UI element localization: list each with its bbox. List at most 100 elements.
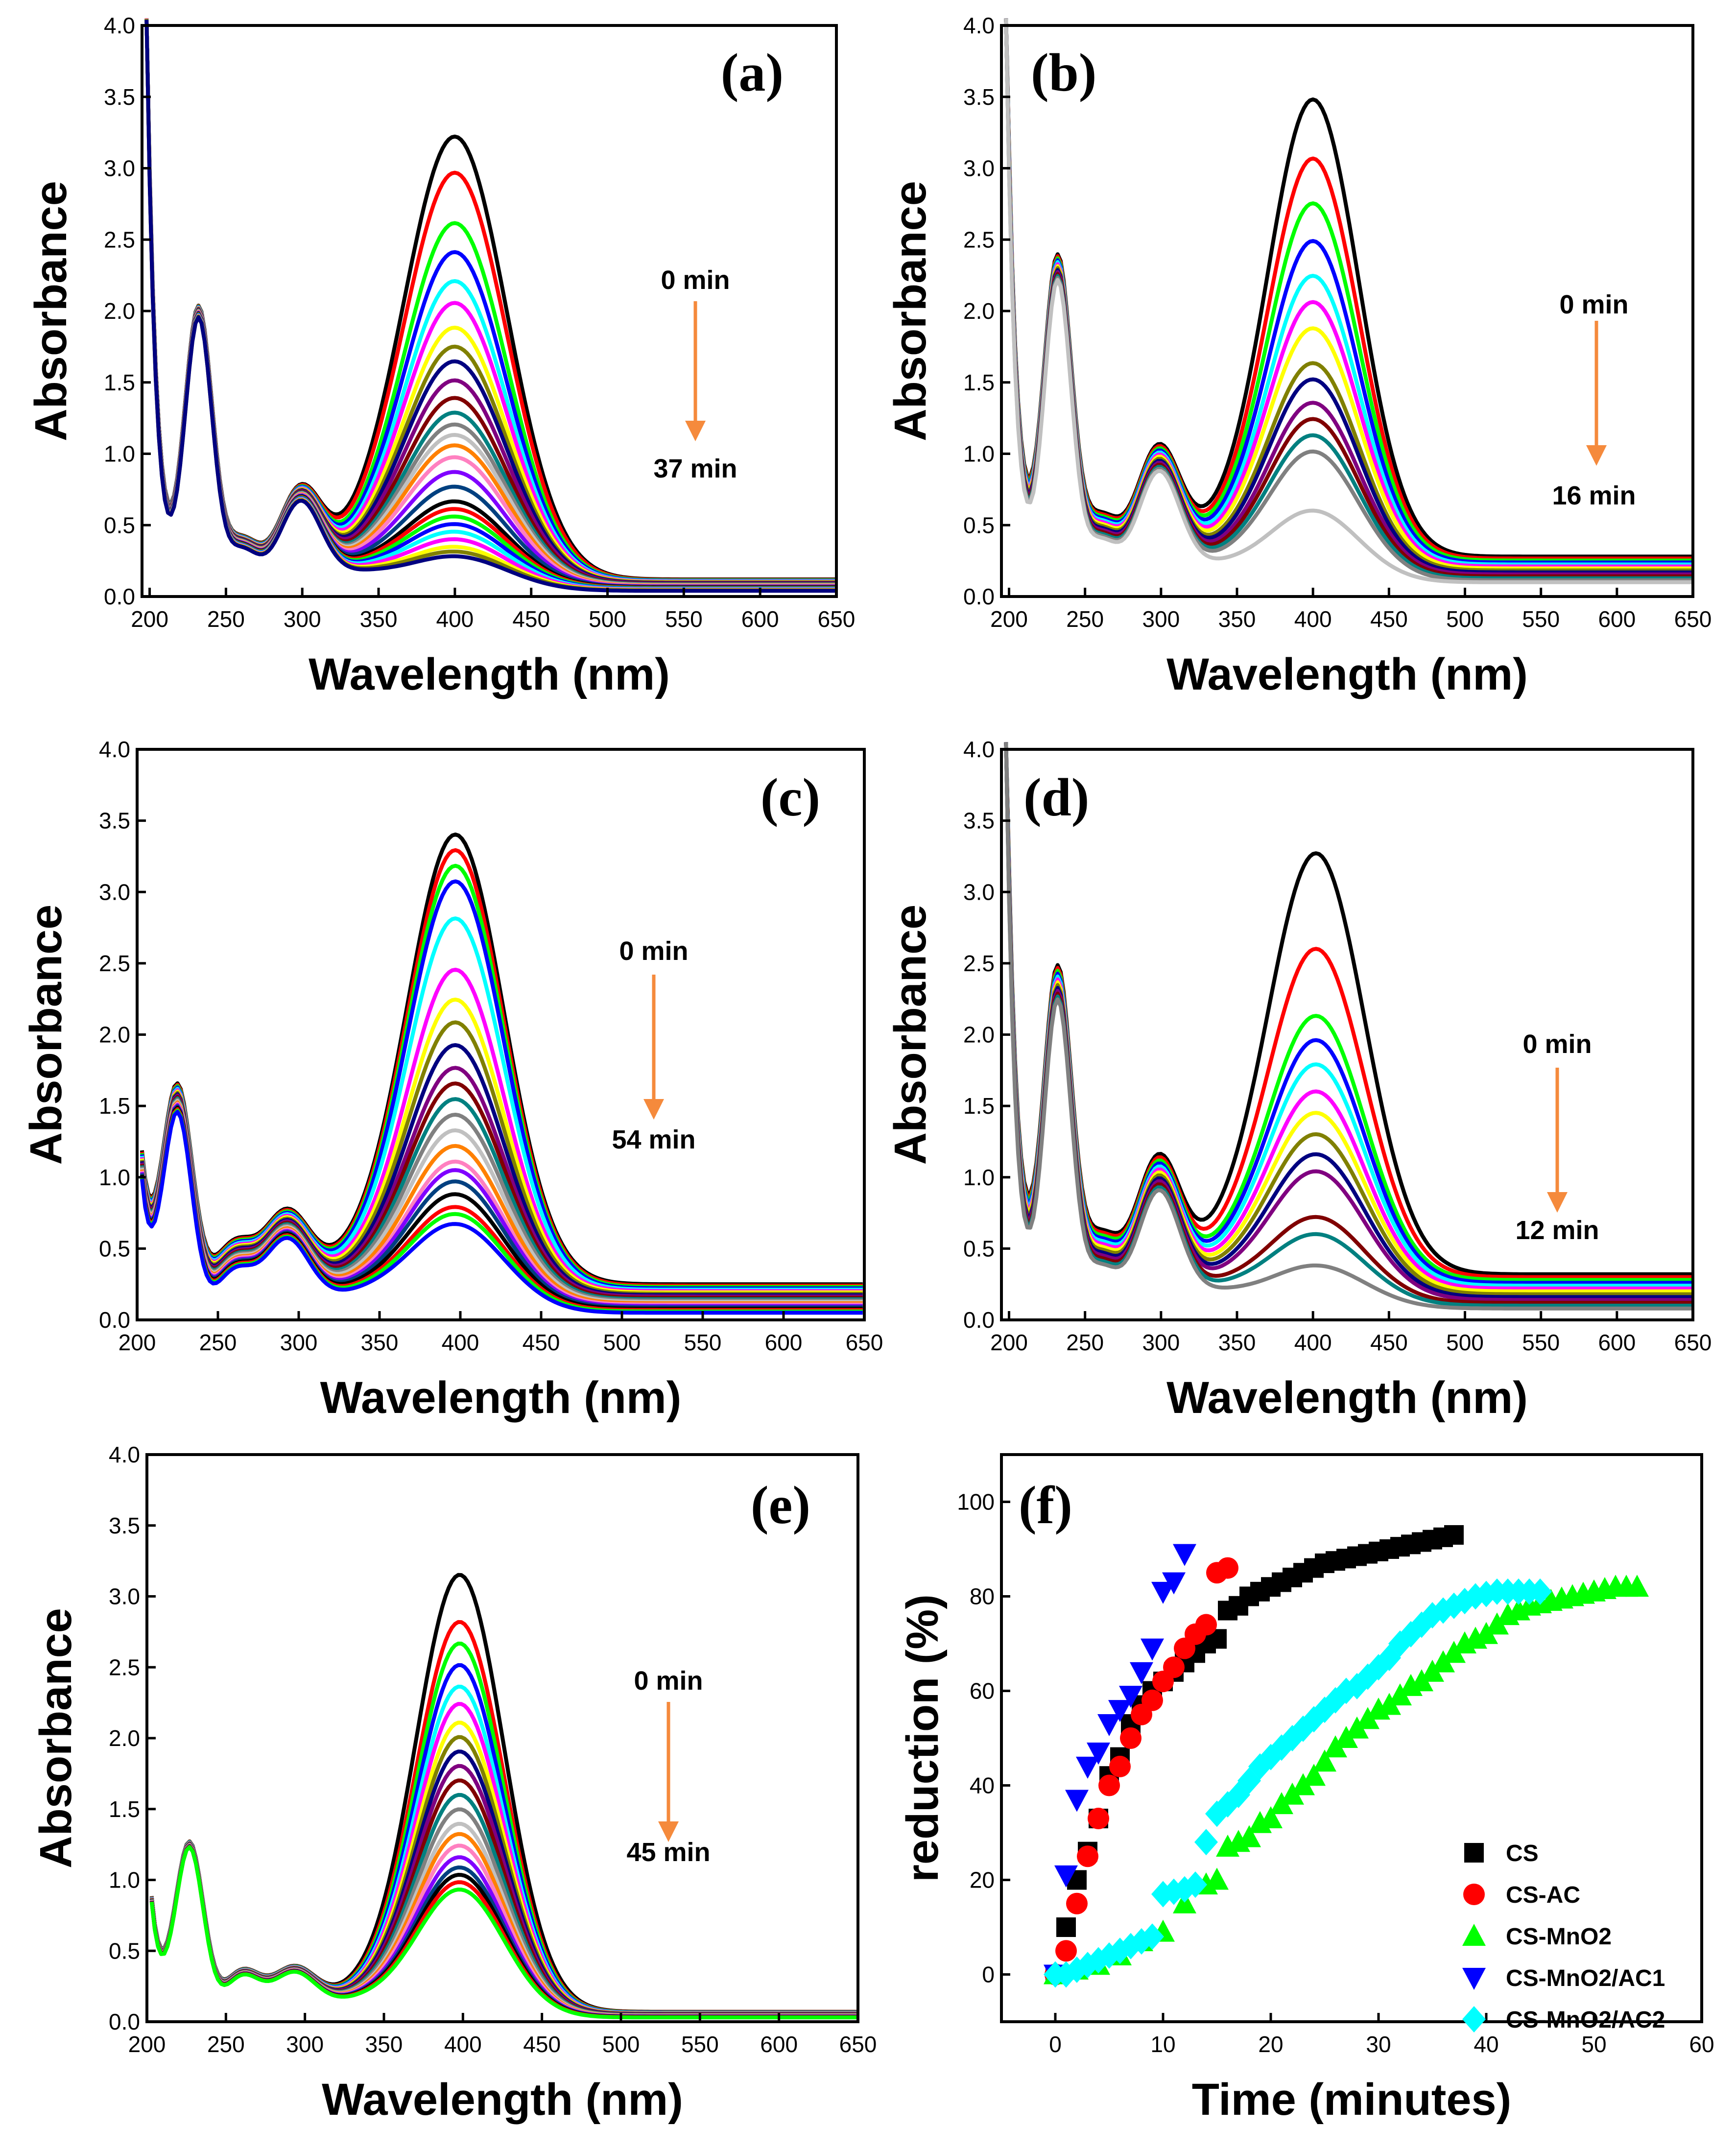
x-tick-label: 250 xyxy=(1066,606,1104,632)
data-point-cs-ac xyxy=(1098,1774,1120,1796)
y-tick-label: 0.0 xyxy=(963,1307,995,1333)
panel-b: 200 250 300 350 400 450 500 550 600 650 0.0 0.5 1.0 1… xyxy=(885,13,1712,699)
legend-label: CS-AC xyxy=(1506,1882,1580,1908)
y-tick-label: 1.0 xyxy=(963,441,995,467)
data-point-cs-mno2-ac2 xyxy=(1141,1923,1164,1950)
y-tick-label: 40 xyxy=(970,1773,995,1798)
x-tick-label: 200 xyxy=(128,2032,166,2057)
y-tick-label: 3.0 xyxy=(99,879,130,905)
data-point-cs-ac xyxy=(1141,1689,1163,1711)
legend-marker xyxy=(1462,1924,1486,1946)
y-tick-label: 0.0 xyxy=(99,1307,130,1333)
spectrum-curve-5 xyxy=(1004,742,1693,1288)
x-tick-label: 650 xyxy=(1674,1330,1712,1355)
y-tick-label: 4.0 xyxy=(963,737,995,762)
data-point-cs-ac xyxy=(1077,1845,1098,1867)
legend-marker-shape xyxy=(1462,1924,1486,1946)
x-tick-label: 300 xyxy=(286,2032,324,2057)
y-tick-label: 20 xyxy=(970,1867,995,1893)
y-tick-label: 2.5 xyxy=(99,951,130,976)
panel-label: (f) xyxy=(1019,1475,1072,1535)
x-tick-label: 600 xyxy=(765,1330,803,1355)
data-point-cs-mno2-ac2 xyxy=(1194,1829,1218,1856)
y-axis-label: Absorbance xyxy=(885,181,935,441)
x-tick-label: 40 xyxy=(1474,2032,1498,2057)
x-tick-label: 550 xyxy=(665,606,703,632)
x-axis-label: Time (minutes) xyxy=(1192,2075,1512,2125)
legend-marker-shape xyxy=(1462,2006,1486,2032)
panel-d: 200 250 300 350 400 450 500 550 600 650 0.0 0.5 1.0 1… xyxy=(885,737,1712,1423)
plot-frame xyxy=(1000,1453,1703,2023)
annotation-end: 45 min xyxy=(626,1838,710,1867)
x-tick-label: 450 xyxy=(1370,606,1408,632)
legend-marker xyxy=(1464,1843,1484,1863)
x-tick-label: 450 xyxy=(523,1330,560,1355)
legend-label: CS xyxy=(1506,1841,1539,1866)
x-tick-label: 450 xyxy=(512,606,550,632)
x-tick-label: 350 xyxy=(365,2032,403,2057)
spectra-curves xyxy=(144,18,836,593)
axis-ticks: 200 250 300 350 400 450 500 550 600 650 0.0 0.5 1.0 1… xyxy=(99,737,883,1355)
scatter-points xyxy=(1044,1525,1649,1988)
legend-item-cs-mno2-ac1: CS-MnO2/AC1 xyxy=(1462,1965,1665,1991)
spectrum-curve-27 xyxy=(144,19,836,593)
y-tick-label: 0.0 xyxy=(104,584,135,609)
y-tick-label: 0.5 xyxy=(963,512,995,538)
x-tick-label: 550 xyxy=(684,1330,722,1355)
x-tick-label: 500 xyxy=(1446,606,1484,632)
x-tick-label: 10 xyxy=(1150,2032,1175,2057)
x-tick-label: 250 xyxy=(207,2032,245,2057)
y-tick-label: 0.5 xyxy=(109,1938,140,1963)
plot-frame xyxy=(145,1453,859,2023)
spectrum-curve-22 xyxy=(140,1110,863,1315)
y-tick-label: 1.0 xyxy=(109,1867,140,1893)
x-tick-label: 550 xyxy=(1522,1330,1560,1355)
plot-frame xyxy=(136,748,866,1321)
spectrum-curve-6 xyxy=(1004,742,1693,1291)
y-tick-label: 2.0 xyxy=(99,1022,130,1048)
y-axis-label: reduction (%) xyxy=(898,1594,948,1882)
panel-label: (b) xyxy=(1031,43,1096,102)
y-tick-label: 2.0 xyxy=(104,298,135,324)
x-tick-label: 200 xyxy=(131,606,168,632)
data-point-cs-ac xyxy=(1120,1727,1141,1749)
y-tick-label: 3.0 xyxy=(963,879,995,905)
data-point-cs-ac xyxy=(1066,1892,1088,1914)
x-axis-label: Wavelength (nm) xyxy=(1166,649,1528,699)
y-tick-label: 3.0 xyxy=(109,1584,140,1609)
legend-marker xyxy=(1462,2006,1486,2032)
data-point-cs-mno2-ac1 xyxy=(1141,1638,1164,1661)
y-tick-label: 1.5 xyxy=(963,1093,995,1119)
y-tick-label: 2.5 xyxy=(104,227,135,252)
y-tick-label: 2.5 xyxy=(109,1654,140,1680)
panel-label: (e) xyxy=(751,1475,810,1535)
x-tick-label: 350 xyxy=(1218,1330,1256,1355)
x-tick-label: 0 xyxy=(1049,2032,1062,2057)
spectrum-curve-1 xyxy=(1004,742,1693,1276)
y-tick-label: 4.0 xyxy=(99,737,130,762)
x-tick-label: 500 xyxy=(603,1330,641,1355)
legend-marker xyxy=(1462,1968,1486,1990)
y-tick-label: 1.5 xyxy=(109,1796,140,1822)
legend-marker-shape xyxy=(1463,1884,1485,1905)
y-tick-label: 3.5 xyxy=(99,808,130,834)
legend: CS CS-AC CS-MnO2 CS-MnO2/AC1 CS-MnO2/AC2 xyxy=(1462,1841,1665,2033)
x-tick-label: 300 xyxy=(1142,1330,1180,1355)
spectrum-curve-21 xyxy=(149,1845,856,2020)
y-axis-label: Absorbance xyxy=(26,181,76,441)
data-point-cs-mno2-ac1 xyxy=(1162,1572,1186,1595)
data-point-cs-ac xyxy=(1088,1808,1109,1830)
x-tick-label: 650 xyxy=(1674,606,1712,632)
legend-marker-shape xyxy=(1464,1843,1484,1863)
legend-label: CS-MnO2/AC2 xyxy=(1506,2007,1665,2033)
spectra-curves xyxy=(1004,18,1693,584)
y-tick-label: 1.5 xyxy=(99,1093,130,1119)
x-tick-label: 550 xyxy=(1522,606,1560,632)
y-tick-label: 2.0 xyxy=(109,1725,140,1751)
y-tick-label: 3.0 xyxy=(963,156,995,181)
data-point-cs-mno2-ac1 xyxy=(1173,1544,1196,1566)
panel-c: 200 250 300 350 400 450 500 550 600 650 0.0 0.5 1.0 1… xyxy=(21,737,883,1423)
x-tick-label: 600 xyxy=(1598,606,1636,632)
x-tick-label: 650 xyxy=(839,2032,877,2057)
